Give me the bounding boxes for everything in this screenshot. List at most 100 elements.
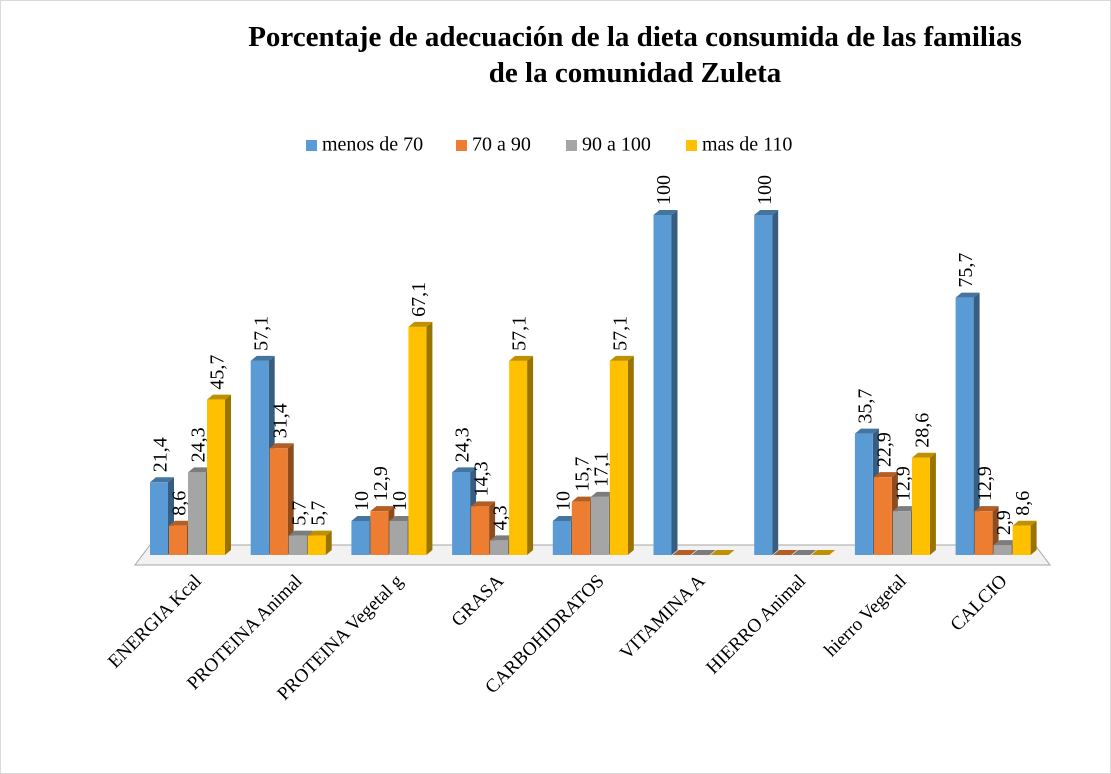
bar-top (307, 530, 332, 536)
value-label: 4,3 (490, 505, 512, 530)
bar-top (974, 506, 999, 512)
value-label: 10 (552, 491, 574, 511)
bar-top (653, 210, 678, 215)
bar-side (929, 452, 936, 555)
bar-top (471, 501, 496, 507)
bar-top (169, 520, 193, 526)
bar-front (653, 215, 672, 555)
legend-swatch (456, 140, 467, 151)
chart-title: Porcentaje de adecuación de la dieta con… (248, 21, 1022, 53)
bar-side (527, 355, 534, 555)
bar-front (571, 501, 590, 555)
value-label: 17,1 (590, 452, 612, 487)
value-label: 8,6 (169, 491, 191, 516)
bar-top (351, 516, 376, 521)
bar-side (772, 210, 779, 555)
bar (974, 506, 999, 555)
bar-front (892, 511, 911, 555)
bar (811, 550, 836, 555)
bar (955, 292, 980, 555)
bar-front (351, 521, 370, 555)
bar (710, 550, 735, 555)
bar (408, 321, 433, 555)
bar-front (207, 399, 225, 555)
value-label: 15,7 (571, 457, 593, 492)
value-label: 21,4 (150, 437, 172, 472)
bar-top (150, 477, 174, 483)
bar-top (672, 550, 697, 555)
value-label: 2,9 (993, 510, 1015, 535)
value-label: 5,7 (307, 501, 329, 526)
bar-front (1012, 525, 1031, 555)
bar (911, 452, 936, 555)
bar (691, 550, 716, 555)
bar-front (269, 448, 288, 555)
value-label: 100 (754, 175, 776, 205)
value-label: 10 (351, 491, 373, 511)
value-label: 67,1 (408, 282, 430, 317)
value-label: 5,7 (288, 501, 310, 526)
bar-top (710, 550, 735, 555)
value-label: 22,9 (873, 432, 895, 467)
bar-side (671, 210, 678, 555)
bar-front (854, 433, 873, 555)
bar-front (188, 472, 206, 555)
bar-top (452, 467, 477, 473)
bar (773, 550, 798, 555)
bar-front (408, 326, 427, 555)
bar-top (288, 530, 313, 536)
bar-top (509, 355, 534, 361)
bar (609, 355, 634, 555)
bar-top (691, 550, 716, 555)
value-label: 10 (389, 491, 411, 511)
bar-top (490, 535, 515, 541)
bar-front (150, 482, 168, 555)
value-label: 75,7 (955, 253, 977, 288)
bar-side (627, 355, 634, 555)
value-label: 24,3 (188, 427, 210, 462)
bar-top (188, 467, 212, 473)
bar-front (490, 540, 509, 555)
bar-top (773, 550, 798, 555)
bar-front (250, 360, 269, 555)
bar (672, 550, 697, 555)
bar-top (792, 550, 817, 555)
bar (754, 210, 779, 555)
bar-front (911, 457, 930, 555)
bar-top (873, 472, 898, 478)
value-label: 31,4 (269, 403, 291, 438)
value-label: 57,1 (250, 316, 272, 351)
bar-front (471, 506, 490, 555)
bar-front (552, 521, 571, 555)
bar-front (509, 360, 528, 555)
bar-front (754, 215, 773, 555)
value-label: 8,6 (1012, 491, 1034, 516)
legend-swatch (686, 140, 697, 151)
value-label: 12,9 (892, 466, 914, 501)
legend-label: menos de 70 (322, 134, 423, 156)
value-label: 28,6 (911, 413, 933, 448)
bar-front (609, 360, 628, 555)
value-label: 12,9 (974, 466, 996, 501)
bar-side (426, 321, 433, 555)
bar-top (811, 550, 836, 555)
value-label: 45,7 (207, 355, 229, 390)
value-label: 35,7 (854, 389, 876, 424)
bar-top (250, 355, 275, 361)
bar (207, 394, 231, 555)
bar (1012, 520, 1037, 555)
value-label: 24,3 (452, 427, 474, 462)
bar-top (389, 516, 414, 521)
bar-front (955, 297, 974, 555)
bar-side (1030, 520, 1037, 555)
legend-swatch (306, 140, 317, 151)
bar-top (370, 506, 395, 512)
bar-top (754, 210, 779, 215)
bar-side (325, 530, 332, 555)
bar-front (370, 511, 389, 555)
bar (653, 210, 678, 555)
bar-front (169, 525, 187, 555)
value-label: 14,3 (471, 461, 493, 496)
bar-front (873, 477, 892, 555)
